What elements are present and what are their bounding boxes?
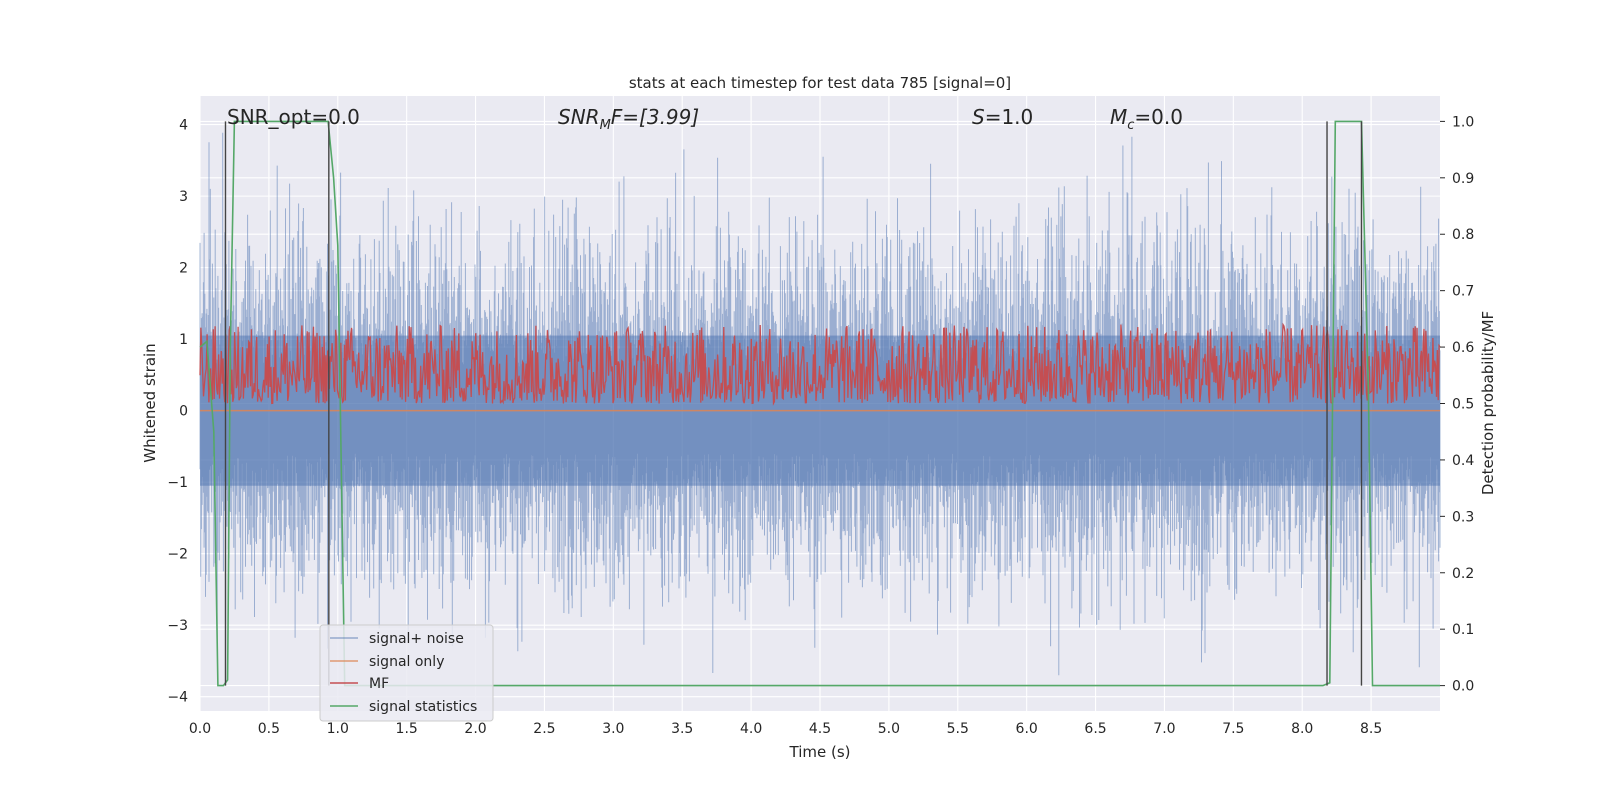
y-left-tick-label: 1 xyxy=(179,332,188,348)
legend-label-signal-only: signal only xyxy=(369,654,444,670)
x-tick-label: 8.5 xyxy=(1360,721,1382,737)
y-left-tick-label: 2 xyxy=(179,261,188,277)
series-mf xyxy=(199,322,1441,406)
y-left-tick-label: −2 xyxy=(167,547,188,563)
legend-box xyxy=(319,624,494,722)
y-left-tick-labels: 4 3 2 1 0 −1 −2 −3 −4 xyxy=(167,118,188,706)
y-right-tick-labels: 1.0 0.9 0.8 0.7 0.6 0.5 0.4 0.3 0.2 0.1 0.0 xyxy=(1440,114,1474,695)
legend-label-mf: MF xyxy=(369,676,389,692)
y-right-tick-label: 0.0 xyxy=(1452,679,1474,695)
y-axis-label: Whitened strain xyxy=(141,343,159,462)
annotation-s: S=1.0 xyxy=(972,105,1033,129)
y-right-tick-label: 0.4 xyxy=(1452,453,1474,469)
annotation-mc: Mc=0.0 xyxy=(1110,105,1183,133)
y-right-tick-label: 0.9 xyxy=(1452,171,1474,187)
annotation-snr-opt: SNR_opt=0.0 xyxy=(227,105,360,129)
legend-label-signal-statistics: signal statistics xyxy=(369,699,477,715)
x-tick-label: 6.5 xyxy=(1084,721,1106,737)
x-tick-label: 1.0 xyxy=(327,721,349,737)
y-left-tick-label: −1 xyxy=(167,475,188,491)
x-tick-label: 7.0 xyxy=(1153,721,1175,737)
x-axis-label: Time (s) xyxy=(789,743,851,761)
y-left-tick-label: 0 xyxy=(179,404,188,420)
x-tick-label: 3.0 xyxy=(602,721,624,737)
y-right-tick-label: 0.5 xyxy=(1452,397,1474,413)
chart-title: stats at each timestep for test data 785… xyxy=(629,74,1011,92)
y-left-tick-label: 3 xyxy=(179,189,188,205)
y-left-tick-label: −3 xyxy=(167,618,188,634)
series-layer xyxy=(199,120,1441,687)
y-axis-right-label: Detection probability/MF xyxy=(1479,311,1497,495)
y-right-tick-label: 0.3 xyxy=(1452,509,1474,525)
x-tick-label: 5.0 xyxy=(878,721,900,737)
vline-layer xyxy=(224,121,1363,686)
series-signal-statistics xyxy=(199,120,1440,687)
x-tick-label: 6.0 xyxy=(1016,721,1038,737)
y-left-tick-label: −4 xyxy=(167,690,188,706)
x-tick-label: 1.5 xyxy=(396,721,418,737)
x-tick-label: 3.5 xyxy=(671,721,693,737)
x-tick-label: 4.5 xyxy=(809,721,831,737)
y-right-tick-label: 0.2 xyxy=(1452,566,1474,582)
x-tick-label: 0.5 xyxy=(258,721,280,737)
x-tick-label: 2.5 xyxy=(533,721,555,737)
x-tick-label: 4.0 xyxy=(740,721,762,737)
x-tick-label: 0.0 xyxy=(189,721,211,737)
annotation-snr-mf: SNRMF=[3.99] xyxy=(558,105,699,133)
legend-label-signal-noise: signal+ noise xyxy=(369,631,464,647)
y-right-tick-label: 0.1 xyxy=(1452,622,1474,638)
x-tick-labels: 0.0 0.5 1.0 1.5 2.0 2.5 3.0 3.5 4.0 4.5 5.0 5.5 6.0 6… xyxy=(189,721,1382,737)
legend: signal+ noise signal only MF signal stat… xyxy=(319,624,494,722)
x-tick-label: 5.5 xyxy=(947,721,969,737)
y-right-tick-label: 0.6 xyxy=(1452,340,1474,356)
y-right-tick-label: 1.0 xyxy=(1452,114,1474,130)
y-right-tick-label: 0.8 xyxy=(1452,227,1474,243)
x-tick-label: 8.0 xyxy=(1291,721,1313,737)
x-tick-label: 7.5 xyxy=(1222,721,1244,737)
y-left-tick-label: 4 xyxy=(179,118,188,134)
x-tick-label: 2.0 xyxy=(464,721,486,737)
y-right-tick-label: 0.7 xyxy=(1452,284,1474,300)
